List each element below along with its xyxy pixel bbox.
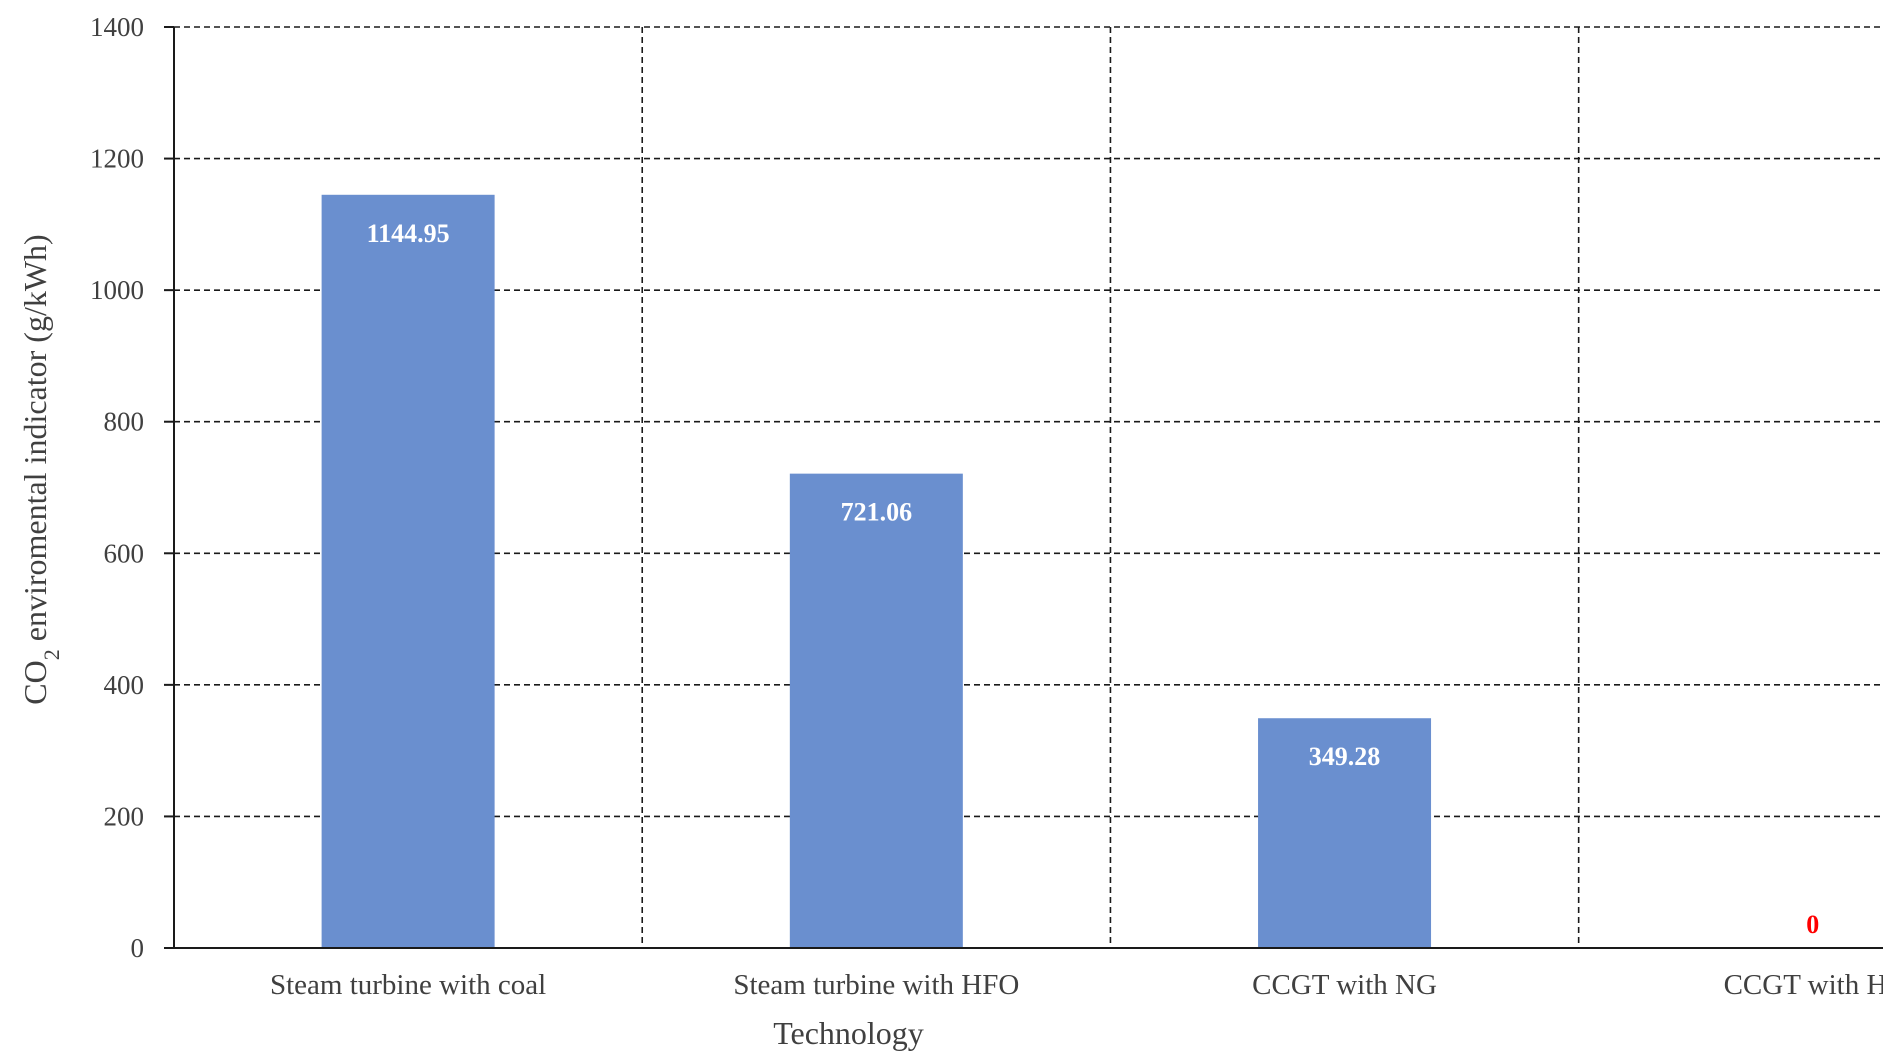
axes [164,26,1883,949]
data-label: 349.28 [1309,742,1381,771]
x-axis-title: Technology [773,1015,924,1051]
y-tick-label: 800 [104,407,145,437]
bar [789,473,963,948]
y-tick-label: 1200 [90,144,144,174]
bars [321,194,1432,948]
y-axis-title-suffix: enviromental indicator (g/kWh) [17,234,53,649]
y-axis-title-subscript: 2 [39,649,64,660]
data-label: 721.06 [841,498,913,527]
y-tick-label: 400 [104,670,145,700]
x-tick-label: CCGT with NG [1252,969,1437,1001]
y-tick-label: 1000 [90,275,144,305]
y-tick-label: 600 [104,538,145,568]
y-axis-title-prefix: CO [17,660,53,704]
data-label: 0 [1806,910,1819,939]
bar [321,194,495,948]
bar [1258,718,1432,948]
labels: 0 200 400 600 800 1000 1200 1400 1144.95 Steam tu… [90,12,1883,1001]
x-tick-label: Steam turbine with coal [270,969,546,1001]
y-axis-title: CO2 enviromental indicator (g/kWh) [17,234,64,704]
y-tick-label: 1400 [90,12,144,42]
data-label: 1144.95 [367,219,450,248]
y-tick-label: 0 [131,933,145,963]
x-tick-label: Steam turbine with HFO [733,969,1019,1001]
x-tick-label: CCGT with H2 [1724,969,1883,1001]
y-tick-label: 200 [104,801,145,831]
